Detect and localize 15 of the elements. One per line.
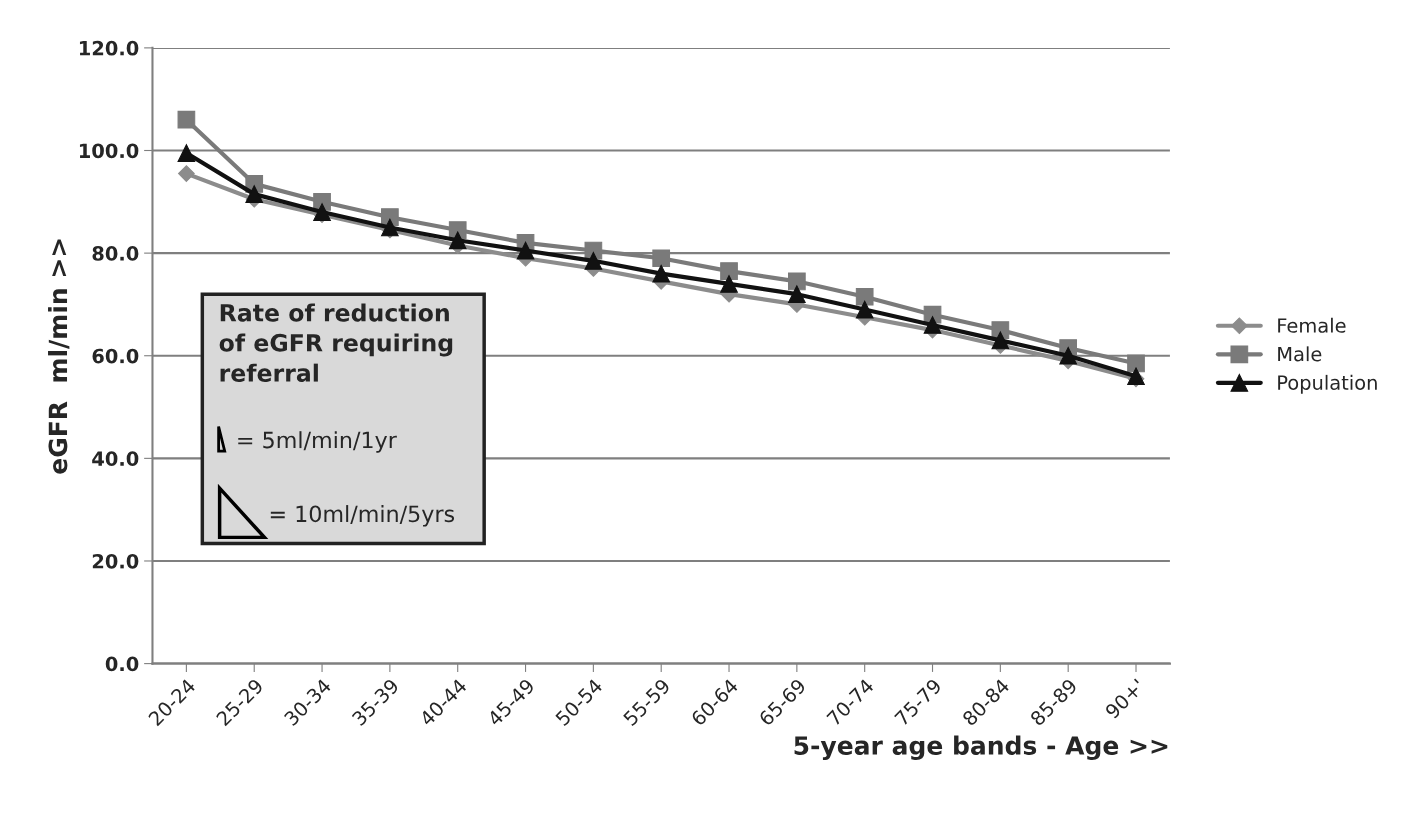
y-tick-label: 120.0 (79, 40, 139, 56)
y-tick-label: 80.0 (92, 246, 139, 261)
y-axis-title: eGFR ml/min >> (48, 239, 70, 474)
annotation: Rate of reduction of eGFR requiring referral (219, 303, 453, 382)
annotation: = 5ml/min/1yr (238, 431, 397, 453)
y-tick-label: 100.0 (79, 143, 139, 159)
y-tick-label: 60.0 (92, 348, 139, 364)
x-axis-title: 5-year age bands - Age >> (794, 735, 1168, 760)
legend-label: Population (1278, 374, 1377, 394)
legend-label: Female (1278, 317, 1346, 333)
annotation: = 10ml/min/5yrs (270, 505, 455, 527)
y-tick-label: 40.0 (92, 451, 139, 467)
legend-label: Male (1278, 346, 1322, 362)
y-tick-label: 0.0 (105, 656, 139, 672)
y-tick-label: 20.0 (92, 553, 139, 569)
